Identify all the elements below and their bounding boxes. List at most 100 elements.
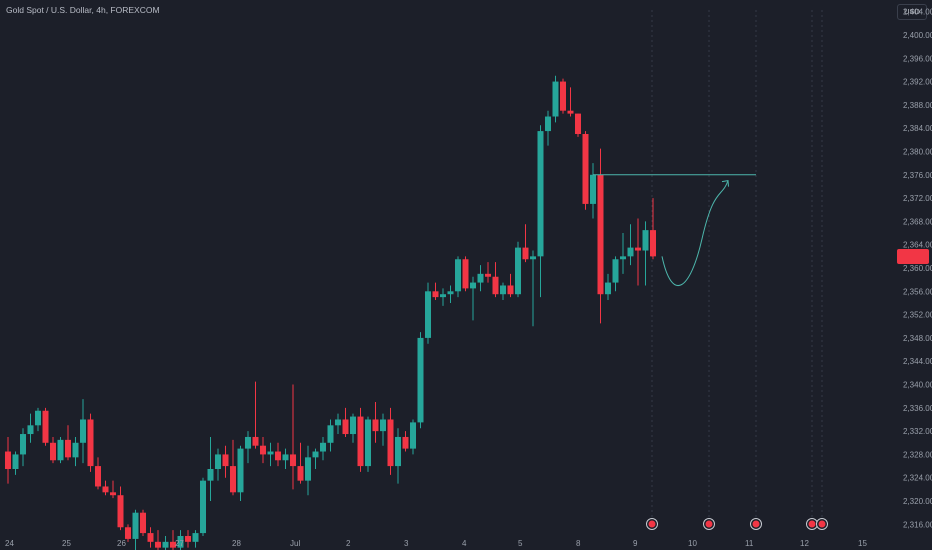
y-axis-tick-label: 2,320.00 [903, 497, 932, 506]
candle-body [447, 291, 454, 295]
y-axis-tick-label: 2,344.00 [903, 357, 932, 366]
y-axis-tick-label: 2,368.00 [903, 217, 932, 226]
candle-body [462, 259, 469, 289]
candle-body [282, 454, 289, 461]
candle-body [185, 536, 191, 542]
y-axis-tick-label: 2,316.00 [903, 520, 932, 529]
candle-body [57, 439, 64, 461]
x-axis-tick-label: 26 [117, 539, 126, 548]
y-axis-tick-label: 2,360.00 [903, 264, 932, 273]
x-axis-tick-label: 4 [462, 539, 467, 548]
candle-body [230, 466, 236, 493]
candle-body [50, 442, 56, 461]
candle-body [335, 419, 341, 426]
y-axis-tick-label: 2,392.00 [903, 78, 932, 87]
x-axis-tick-label: 25 [62, 539, 71, 548]
y-axis-tick-label: 2,380.00 [903, 147, 932, 156]
candle-body [575, 113, 581, 134]
candle-body [110, 492, 116, 496]
candle-body [432, 291, 439, 298]
candle-body [350, 416, 356, 435]
x-axis-tick-label: 5 [518, 539, 523, 548]
candle-body [500, 285, 506, 295]
candle-body [650, 230, 656, 257]
candle-body [642, 230, 649, 251]
candle-body [87, 419, 94, 467]
y-axis-tick-label: 2,384.00 [903, 124, 932, 133]
candle-body [455, 259, 461, 292]
candle-body [627, 247, 634, 257]
x-axis-tick-label: 24 [5, 539, 14, 548]
currency-button[interactable]: USD [897, 4, 927, 20]
candle-body [560, 81, 566, 111]
event-circle-icon [806, 518, 818, 530]
candle-body [65, 439, 71, 458]
event-circle-icon [750, 518, 762, 530]
candle-body [237, 448, 244, 493]
event-circle-icon [646, 518, 658, 530]
candle-body [72, 442, 79, 458]
projection-arrowhead [721, 180, 729, 187]
x-axis-tick-label: 28 [232, 539, 241, 548]
candle-body [357, 416, 364, 467]
candle-body [140, 512, 146, 534]
x-axis-tick-label: 15 [858, 539, 867, 548]
x-axis-tick-label: 9 [633, 539, 638, 548]
candle-body [312, 451, 319, 458]
y-axis-tick-label: 2,336.00 [903, 404, 932, 413]
candle-body [267, 451, 274, 455]
candle-body [522, 247, 529, 260]
candle-body [417, 337, 424, 423]
y-axis-tick-label: 2,400.00 [903, 31, 932, 40]
candle-body [425, 291, 431, 338]
x-axis-tick-label: 12 [800, 539, 809, 548]
candle-body [320, 442, 326, 452]
candle-body [177, 536, 184, 548]
candle-body [582, 134, 589, 204]
candle-body [507, 285, 514, 295]
event-circle-icon [816, 518, 828, 530]
candle-body [365, 419, 371, 467]
candle-body [275, 451, 281, 461]
candle-body [552, 81, 559, 117]
candle-body [125, 527, 131, 539]
candle-body [192, 533, 199, 542]
y-axis-tick-label: 2,356.00 [903, 287, 932, 296]
candle-body [530, 256, 536, 260]
y-axis-tick-label: 2,332.00 [903, 427, 932, 436]
candle-body [545, 116, 551, 132]
candle-body [297, 466, 304, 481]
candle-body [20, 434, 26, 455]
candle-body [290, 454, 296, 467]
candle-body [147, 533, 154, 542]
candle-body [590, 174, 596, 204]
candle-body [485, 273, 491, 277]
candle-body [470, 282, 476, 289]
x-axis-tick-label: 10 [688, 539, 697, 548]
candle-body [132, 512, 139, 539]
candle-body [402, 436, 409, 449]
y-axis-tick-label: 2,372.00 [903, 194, 932, 203]
candle-body [42, 410, 49, 443]
x-axis-tick-label: 8 [576, 539, 581, 548]
candle-body [207, 469, 214, 481]
candle-body [515, 247, 521, 295]
candle-body [252, 436, 259, 446]
header-title: Gold Spot / U.S. Dollar, 4h, FOREXCOM [6, 5, 160, 15]
candle-body [537, 131, 544, 257]
candle-body [342, 419, 349, 435]
candle-body [170, 541, 176, 548]
candle-body [35, 410, 41, 426]
candle-body [222, 454, 229, 467]
candle-body [492, 276, 499, 295]
candle-body [372, 419, 379, 432]
candle-body [605, 282, 611, 295]
candle-body [260, 445, 266, 455]
candle-body [200, 480, 206, 534]
candle-body [620, 256, 626, 260]
y-axis-tick-label: 2,348.00 [903, 334, 932, 343]
candle-body [215, 454, 221, 469]
y-axis-tick-label: 2,352.00 [903, 311, 932, 320]
y-axis-tick-label: 2,376.00 [903, 171, 932, 180]
